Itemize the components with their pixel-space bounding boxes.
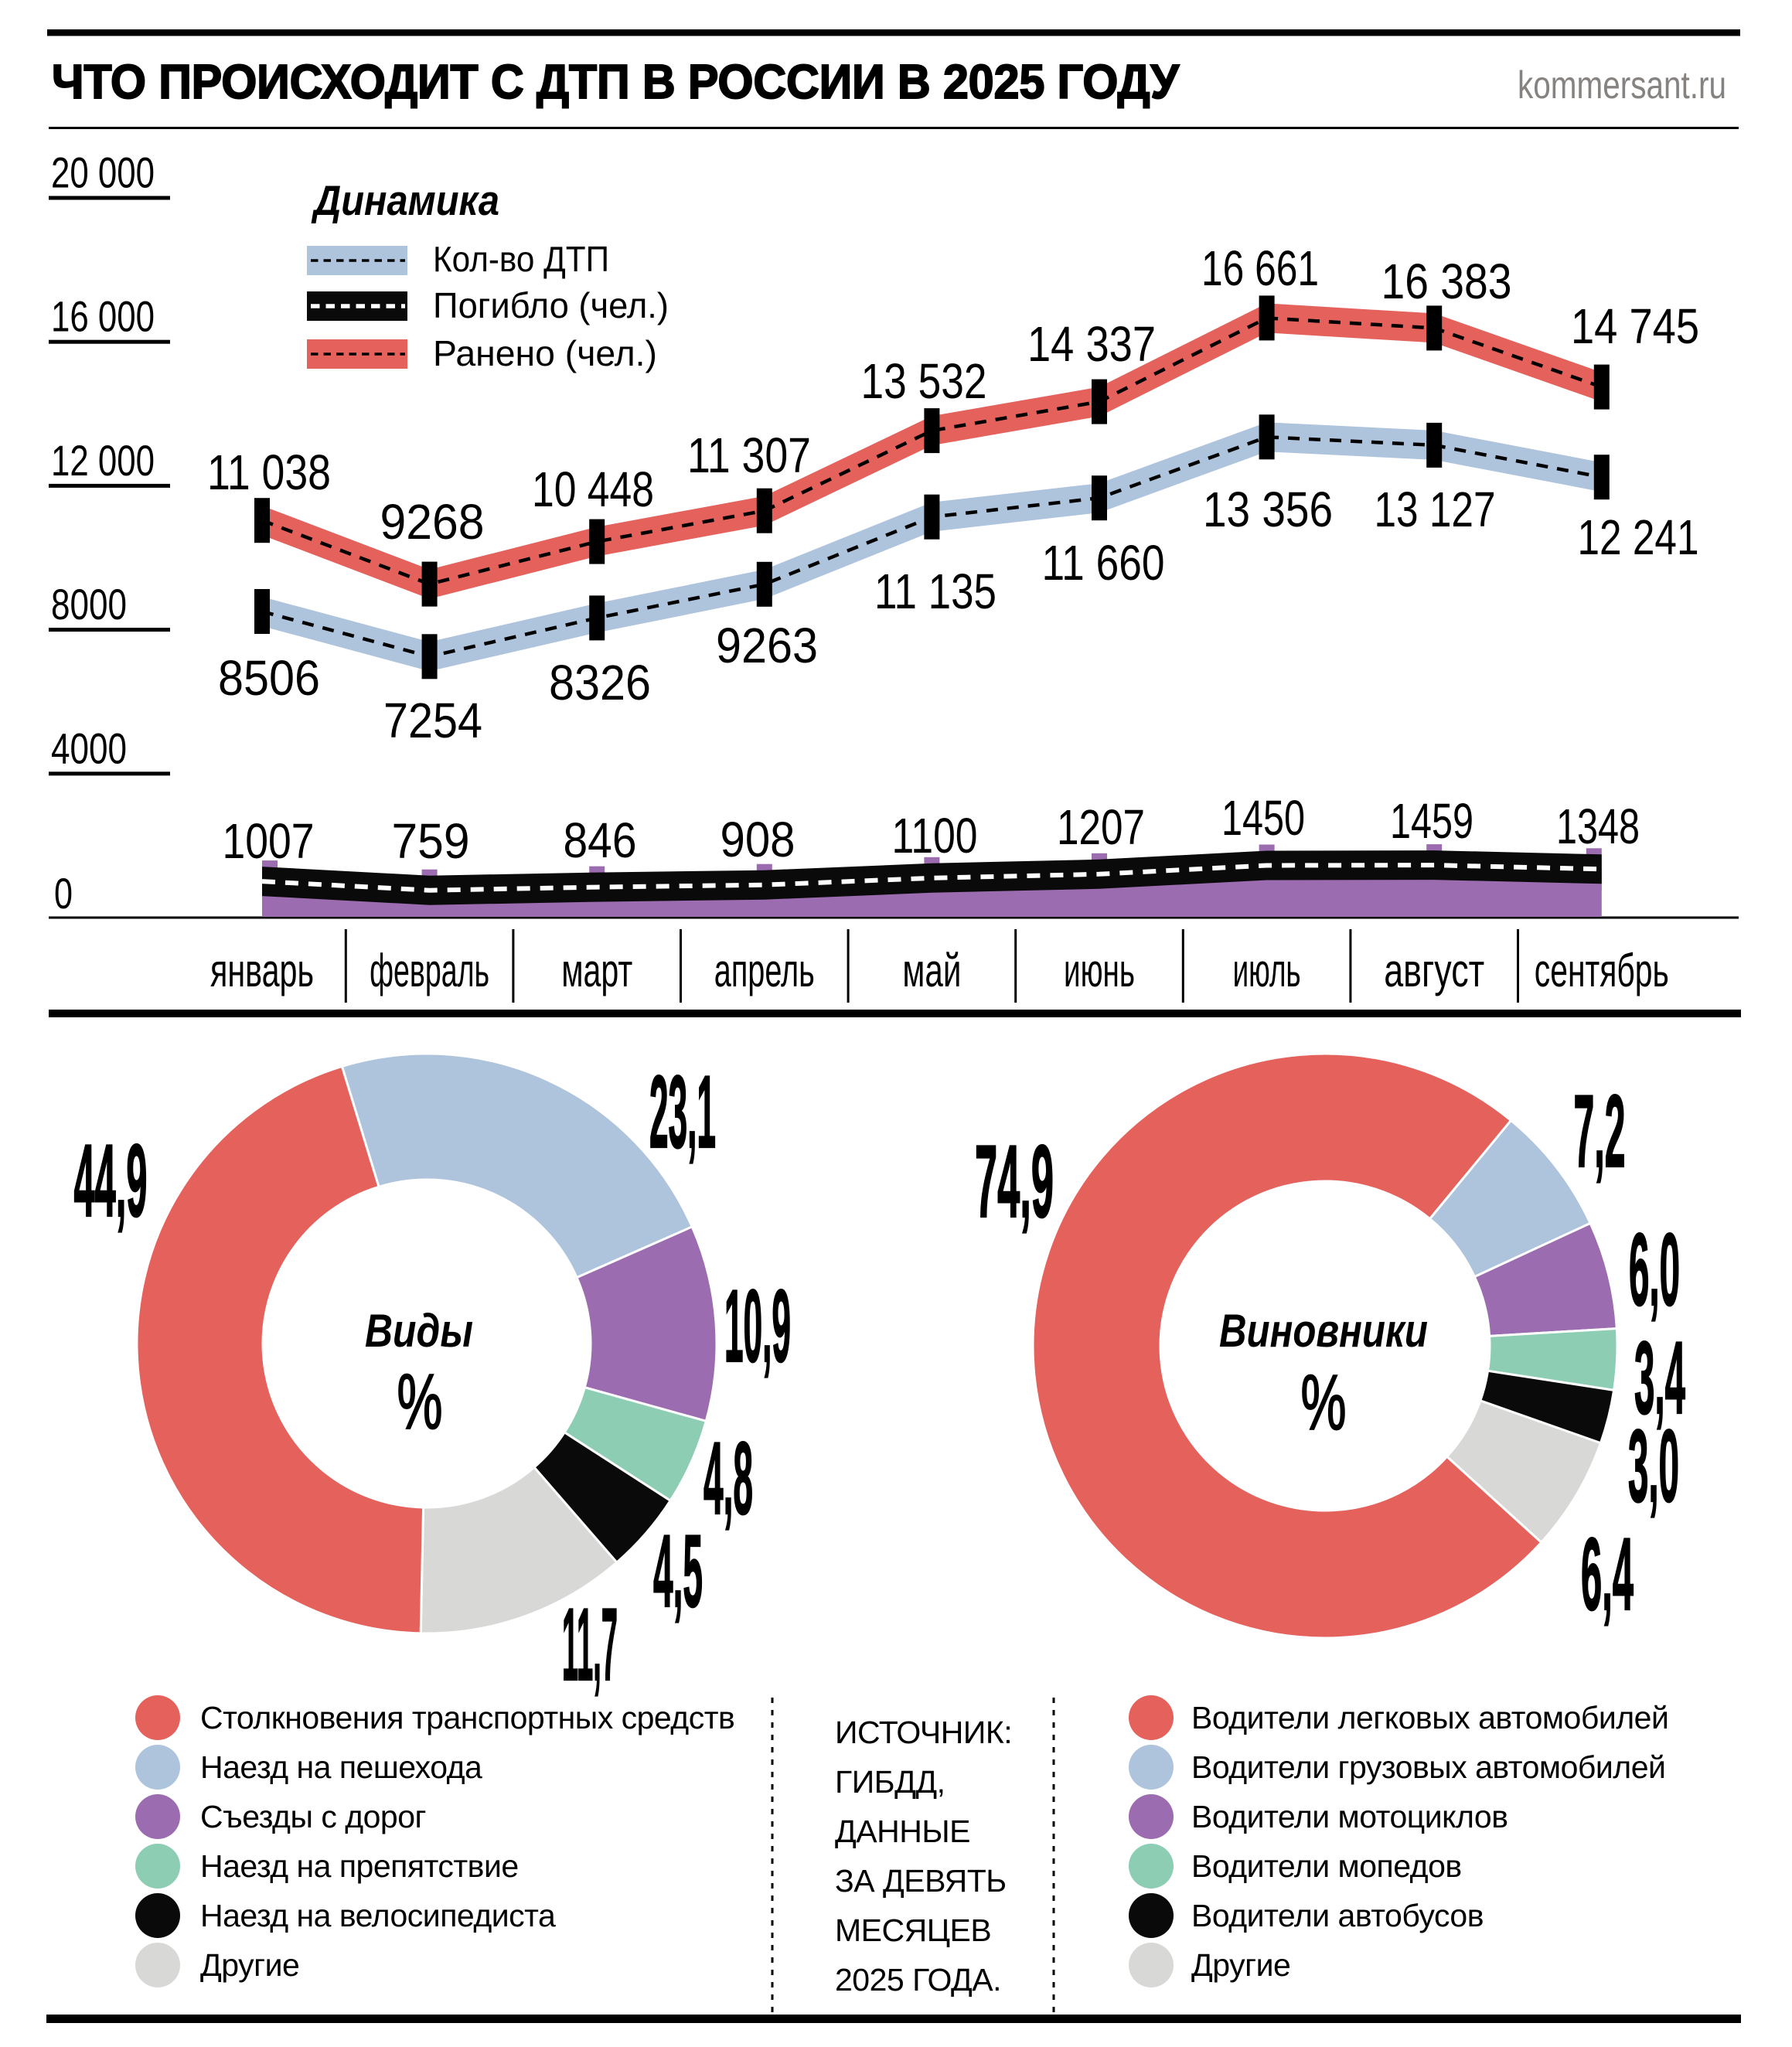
svg-text:11,7: 11,7 (562, 1588, 618, 1702)
svg-text:10 448: 10 448 (532, 462, 654, 517)
svg-text:Виновники: Виновники (1219, 1305, 1428, 1357)
svg-text:1459: 1459 (1390, 793, 1473, 849)
svg-text:8000: 8000 (51, 580, 127, 628)
svg-text:май: май (902, 945, 961, 996)
svg-text:14 337: 14 337 (1027, 316, 1156, 372)
svg-text:4000: 4000 (51, 724, 127, 772)
svg-text:12 000: 12 000 (51, 436, 155, 485)
svg-text:%: % (397, 1359, 443, 1446)
svg-text:1100: 1100 (892, 808, 978, 863)
svg-text:апрель: апрель (714, 945, 815, 996)
svg-text:Наезд на препятствие: Наезд на препятствие (200, 1848, 519, 1884)
svg-text:март: март (561, 945, 632, 996)
svg-text:44,9: 44,9 (74, 1124, 148, 1238)
svg-text:Водители мопедов: Водители мопедов (1191, 1848, 1462, 1884)
svg-text:июнь: июнь (1064, 945, 1135, 996)
svg-text:0: 0 (54, 869, 73, 918)
svg-text:ИСТОЧНИК:: ИСТОЧНИК: (835, 1715, 1012, 1750)
svg-text:20 000: 20 000 (51, 148, 155, 197)
svg-text:14 745: 14 745 (1571, 298, 1699, 354)
svg-text:10,9: 10,9 (724, 1269, 791, 1384)
svg-text:1348: 1348 (1556, 799, 1640, 854)
svg-text:Погибло (чел.): Погибло (чел.) (433, 285, 669, 325)
svg-text:3,4: 3,4 (1634, 1321, 1685, 1436)
svg-text:759: 759 (392, 813, 470, 869)
svg-text:4,8: 4,8 (704, 1422, 753, 1536)
svg-text:23,1: 23,1 (649, 1055, 716, 1170)
svg-text:12 241: 12 241 (1578, 509, 1699, 565)
svg-text:Другие: Другие (200, 1947, 299, 1983)
svg-text:9268: 9268 (380, 494, 485, 550)
svg-text:7254: 7254 (383, 693, 482, 748)
svg-text:1207: 1207 (1057, 799, 1145, 855)
svg-text:846: 846 (564, 812, 637, 868)
svg-text:16 383: 16 383 (1381, 254, 1512, 309)
svg-text:июль: июль (1233, 945, 1301, 996)
svg-text:13 356: 13 356 (1203, 482, 1333, 537)
svg-text:16 661: 16 661 (1201, 240, 1319, 296)
svg-text:2025 ГОДА.: 2025 ГОДА. (835, 1962, 1001, 1998)
svg-text:908: 908 (721, 812, 795, 867)
svg-text:Наезд на пешехода: Наезд на пешехода (200, 1749, 482, 1785)
svg-text:февраль: февраль (370, 945, 489, 996)
svg-text:Наезд на велосипедиста: Наезд на велосипедиста (200, 1898, 556, 1933)
svg-text:Виды: Виды (365, 1305, 473, 1357)
svg-text:Ранено (чел.): Ранено (чел.) (433, 333, 657, 373)
svg-text:Столкновения транспортных сред: Столкновения транспортных средств (200, 1700, 734, 1735)
svg-text:74,9: 74,9 (975, 1125, 1054, 1239)
svg-text:ЧТО ПРОИСХОДИТ С ДТП В РОССИИ: ЧТО ПРОИСХОДИТ С ДТП В РОССИИ В 2025 ГОД… (52, 56, 1180, 109)
svg-text:Водители грузовых автомобилей: Водители грузовых автомобилей (1191, 1749, 1665, 1785)
svg-text:1450: 1450 (1221, 790, 1305, 846)
svg-text:ДАННЫЕ: ДАННЫЕ (835, 1814, 970, 1849)
svg-text:сентябрь: сентябрь (1535, 945, 1669, 996)
svg-text:9263: 9263 (716, 618, 818, 673)
svg-text:7,2: 7,2 (1574, 1075, 1626, 1189)
svg-text:Кол-во ДТП: Кол-во ДТП (433, 239, 609, 279)
svg-text:8506: 8506 (218, 650, 320, 706)
svg-text:январь: январь (210, 945, 314, 996)
svg-text:4,5: 4,5 (653, 1514, 703, 1629)
svg-text:МЕСЯЦЕВ: МЕСЯЦЕВ (835, 1912, 991, 1948)
svg-text:1007: 1007 (223, 813, 315, 869)
svg-text:Водители мотоциклов: Водители мотоциклов (1191, 1799, 1508, 1834)
svg-text:Водители легковых автомобилей: Водители легковых автомобилей (1191, 1700, 1668, 1735)
svg-text:16 000: 16 000 (51, 292, 155, 341)
svg-text:август: август (1384, 945, 1484, 996)
svg-text:13 127: 13 127 (1375, 482, 1496, 537)
svg-text:11 038: 11 038 (207, 444, 331, 500)
svg-text:ЗА ДЕВЯТЬ: ЗА ДЕВЯТЬ (835, 1863, 1007, 1899)
svg-text:6,0: 6,0 (1629, 1213, 1680, 1327)
svg-text:kommersant.ru: kommersant.ru (1518, 63, 1726, 107)
svg-text:Динамика: Динамика (311, 176, 499, 224)
svg-text:Другие: Другие (1191, 1947, 1290, 1983)
svg-text:11 135: 11 135 (874, 564, 997, 619)
svg-text:Съезды с дорог: Съезды с дорог (200, 1799, 426, 1834)
svg-text:11 660: 11 660 (1042, 535, 1165, 591)
svg-text:13 532: 13 532 (861, 353, 987, 409)
svg-text:%: % (1301, 1360, 1347, 1446)
svg-text:8326: 8326 (549, 655, 651, 710)
svg-text:11 307: 11 307 (687, 427, 811, 483)
svg-text:3,0: 3,0 (1628, 1409, 1679, 1524)
svg-text:6,4: 6,4 (1581, 1517, 1634, 1632)
svg-text:ГИБДД,: ГИБДД, (835, 1764, 945, 1800)
svg-text:Водители автобусов: Водители автобусов (1191, 1898, 1484, 1933)
